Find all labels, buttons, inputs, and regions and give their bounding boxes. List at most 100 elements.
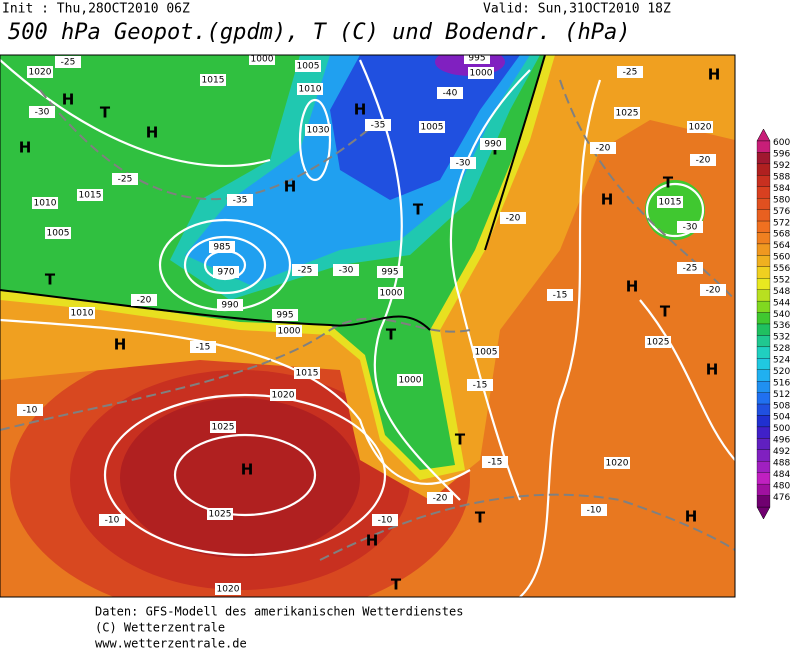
colorbar-label: 556 [773,264,790,274]
front-line [0,55,546,331]
colorbar-label: 568 [773,230,790,240]
colorbar-label: 492 [773,447,790,457]
contour-label: 1025 [212,423,235,433]
footer-line: Daten: GFS-Modell des amerikanischen Wet… [95,605,463,619]
colorbar-swatch [756,266,771,279]
colorbar-label: 500 [773,424,790,434]
label-box [690,154,716,166]
colorbar-swatch [756,483,771,496]
pressure-center: T [45,271,56,289]
pressure-center: H [19,139,32,157]
colorbar-swatch [756,175,771,187]
label-box [468,67,494,79]
valid-text: Valid: Sun,31OCT2010 18Z [483,2,671,17]
colorbar-swatch [756,243,771,256]
colorbar-label: 560 [773,253,790,263]
colorbar-swatch [756,403,771,416]
contour-label: 1005 [421,123,444,133]
label-box [378,287,404,299]
contour-label: 1000 [399,376,422,386]
colorbar-label: 572 [773,218,790,228]
label-box [305,124,331,136]
colorbar-swatch [756,255,771,267]
pressure-center: H [685,508,698,526]
colorbar-swatch [756,186,771,199]
contour-label: 1010 [299,85,322,95]
label-box [581,504,607,516]
label-box [397,374,423,386]
pressure-center: H [62,91,75,109]
label-box [227,194,253,206]
contour-label: 995 [468,54,485,64]
contour-label: -40 [443,89,458,99]
colorbar-label: 552 [773,275,790,285]
pressure-center: T [455,431,466,449]
colorbar-label: 540 [773,310,790,320]
colorbar-label: 584 [773,184,790,194]
label-box [207,508,233,520]
pressure-center: H [601,191,614,209]
label-box [657,196,683,208]
label-box [450,157,476,169]
contour-label: -25 [61,58,76,68]
colorbar-swatch [756,312,771,325]
contour-label: 1005 [47,229,70,239]
colorbar-swatch [756,358,771,370]
label-box [590,142,616,154]
contour-label: -15 [196,343,211,353]
label-box [112,173,138,185]
colorbar-label: 488 [773,458,790,468]
contour-label: 1025 [209,510,232,520]
label-box [617,66,643,78]
pressure-center: H [706,361,719,379]
contour-label: 1020 [606,459,629,469]
label-box [215,583,241,595]
contour-label: 1020 [29,68,52,78]
colorbar-label: 576 [773,207,790,217]
pressure-center: H [284,178,297,196]
colorbar-label: 520 [773,367,790,377]
label-box [437,87,463,99]
colorbar-swatch [756,346,771,359]
label-box [217,299,243,311]
isotherms [0,79,735,561]
contour-label: 1015 [659,198,682,208]
contour-label: 1000 [278,327,301,337]
map-area: HHHHHHHHHHHHHTTTTTTTTTT10201015100010059… [0,54,735,597]
contour-label: -30 [339,266,354,276]
label-box [69,307,95,319]
contour-label: 1015 [202,76,225,86]
colorbar-label: 564 [773,241,790,251]
colorbar-label: 588 [773,173,790,183]
colorbar-label: 512 [773,390,790,400]
contour-label: 990 [484,140,501,150]
label-box [276,325,302,337]
contour-label: 990 [221,301,238,311]
contour-label: -25 [683,264,698,274]
colorbar-swatch [756,415,771,428]
contour-label: 1025 [616,109,639,119]
colorbar-swatch [756,152,771,165]
contour-label: 1010 [71,309,94,319]
colorbar-swatch [756,232,771,245]
isobars [0,59,735,597]
contour-label: 1015 [79,191,102,201]
contour-label: 1005 [475,348,498,358]
colorbar-label: 532 [773,333,790,343]
contour-label: -25 [118,175,133,185]
label-box [210,421,236,433]
colorbar-label: 496 [773,436,790,446]
pressure-center: H [626,278,639,296]
contour-label: 995 [381,268,398,278]
pressure-center: T [391,576,402,594]
contour-label: 1010 [34,199,57,209]
colorbar-label: 508 [773,401,790,411]
colorbar-swatch [756,381,771,393]
colorbar-swatch [756,449,771,462]
contour-label: -25 [298,266,313,276]
contour-label: -10 [105,516,120,526]
colorbar-label: 476 [773,493,790,503]
label-box [419,121,445,133]
map-frame [0,54,736,598]
